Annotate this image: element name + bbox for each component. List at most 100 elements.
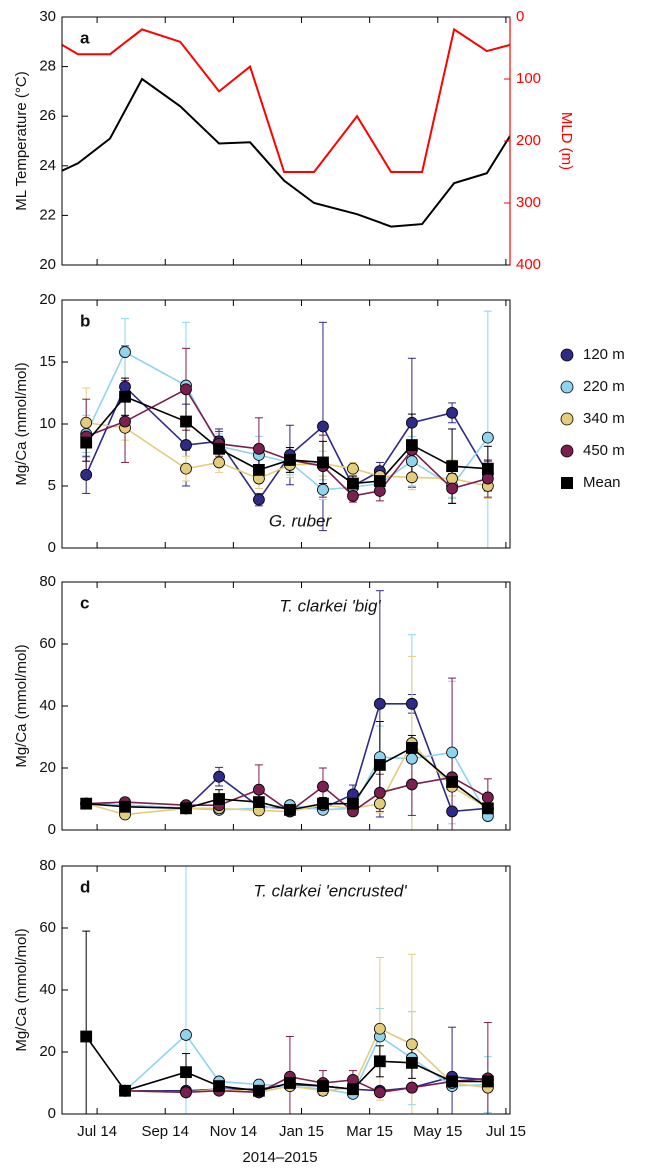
- marker: [373, 1055, 386, 1068]
- x-tick-label: Jul 15: [486, 1123, 526, 1140]
- marker: [180, 1029, 192, 1041]
- marker: [317, 780, 329, 793]
- y2-tick-label: 300: [516, 194, 541, 211]
- series-line: [86, 746, 489, 811]
- marker: [80, 797, 93, 810]
- marker: [213, 456, 225, 469]
- x-tick-label: Mar 15: [346, 1123, 393, 1140]
- marker: [446, 776, 458, 788]
- marker: [119, 390, 131, 403]
- marker: [481, 802, 494, 815]
- marker: [284, 1077, 296, 1089]
- marker: [80, 436, 93, 449]
- marker: [253, 796, 265, 808]
- y-tick-label: 80: [39, 573, 56, 590]
- y-tick-label: 0: [48, 1105, 56, 1122]
- y-tick-label: 20: [39, 291, 56, 308]
- y-tick-label: 30: [39, 8, 56, 25]
- marker: [253, 493, 265, 506]
- marker: [317, 483, 329, 496]
- y-tick-label: 80: [39, 857, 56, 874]
- legend-marker: [560, 348, 574, 362]
- marker: [119, 346, 131, 358]
- marker: [180, 802, 192, 815]
- y2-tick-label: 400: [516, 256, 541, 273]
- x-tick-label: Jan 15: [279, 1123, 324, 1140]
- marker: [347, 462, 359, 475]
- y-tick-label: 22: [39, 206, 56, 223]
- frame: [61, 865, 511, 1115]
- legend-label: 340 m: [583, 410, 625, 427]
- marker: [119, 380, 131, 393]
- marker: [481, 431, 494, 444]
- x-axis-label: 2014–2015: [242, 1149, 317, 1166]
- marker: [405, 697, 418, 710]
- y-tick-label: 40: [39, 981, 56, 998]
- x-tick-label: Sep 14: [141, 1123, 189, 1140]
- y-tick-label: 0: [48, 539, 56, 556]
- panel-label: c: [80, 593, 89, 612]
- y-tick-label: 28: [39, 58, 56, 75]
- series-line: [85, 741, 489, 816]
- plot-area: [80, 310, 494, 548]
- legend-label: 450 m: [583, 442, 625, 459]
- marker: [373, 485, 386, 497]
- series-line: [85, 350, 489, 491]
- marker: [347, 490, 359, 502]
- series-line: [125, 1027, 488, 1094]
- y2-tick-label: 200: [516, 132, 541, 149]
- marker: [317, 420, 329, 433]
- series-line: [62, 27, 510, 173]
- plot-area: [80, 866, 494, 1114]
- y-axis-label: Mg/Ca (mmol/mol): [13, 928, 30, 1051]
- y-tick-label: 60: [39, 919, 56, 936]
- legend-label: Mean: [583, 474, 621, 491]
- y-tick-label: 20: [39, 759, 56, 776]
- frame: [61, 581, 511, 831]
- marker: [119, 1084, 131, 1097]
- series-line: [86, 703, 488, 813]
- marker: [180, 462, 192, 475]
- y-axis-label: Mg/Ca (mmol/mol): [13, 644, 30, 767]
- marker: [373, 1086, 386, 1099]
- marker: [213, 793, 225, 805]
- marker: [80, 468, 93, 481]
- marker: [347, 1083, 359, 1096]
- y-tick-label: 15: [39, 353, 56, 370]
- marker: [373, 1022, 386, 1035]
- y-tick-label: 40: [39, 697, 56, 714]
- marker: [180, 1066, 192, 1079]
- marker: [180, 415, 192, 428]
- marker: [446, 460, 458, 473]
- panel-label: b: [80, 311, 90, 330]
- marker: [446, 472, 458, 485]
- marker: [405, 1038, 418, 1051]
- marker: [180, 1086, 192, 1099]
- marker: [317, 797, 329, 810]
- marker: [253, 463, 265, 476]
- legend-label: 120 m: [583, 346, 625, 363]
- legend-marker: [560, 380, 574, 394]
- panel-label: a: [80, 28, 90, 47]
- marker: [347, 477, 359, 490]
- marker: [347, 797, 359, 810]
- x-tick-label: Nov 14: [210, 1123, 258, 1140]
- series-line: [85, 1036, 488, 1092]
- legend-marker: [560, 412, 574, 426]
- marker: [80, 416, 93, 429]
- marker: [253, 442, 265, 455]
- legend-marker: [561, 477, 573, 489]
- y-tick-label: 0: [48, 821, 56, 838]
- legend-marker: [560, 444, 574, 458]
- plot-area: [80, 590, 494, 830]
- plot-area: [62, 27, 510, 228]
- marker: [213, 442, 225, 455]
- y-axis-label: Mg/Ca (mmol/mol): [13, 362, 30, 485]
- marker: [213, 770, 225, 783]
- marker: [481, 1075, 494, 1088]
- marker: [446, 482, 458, 495]
- y-tick-label: 10: [39, 415, 56, 432]
- series-line: [86, 421, 489, 487]
- marker: [481, 791, 494, 804]
- marker: [253, 1084, 265, 1097]
